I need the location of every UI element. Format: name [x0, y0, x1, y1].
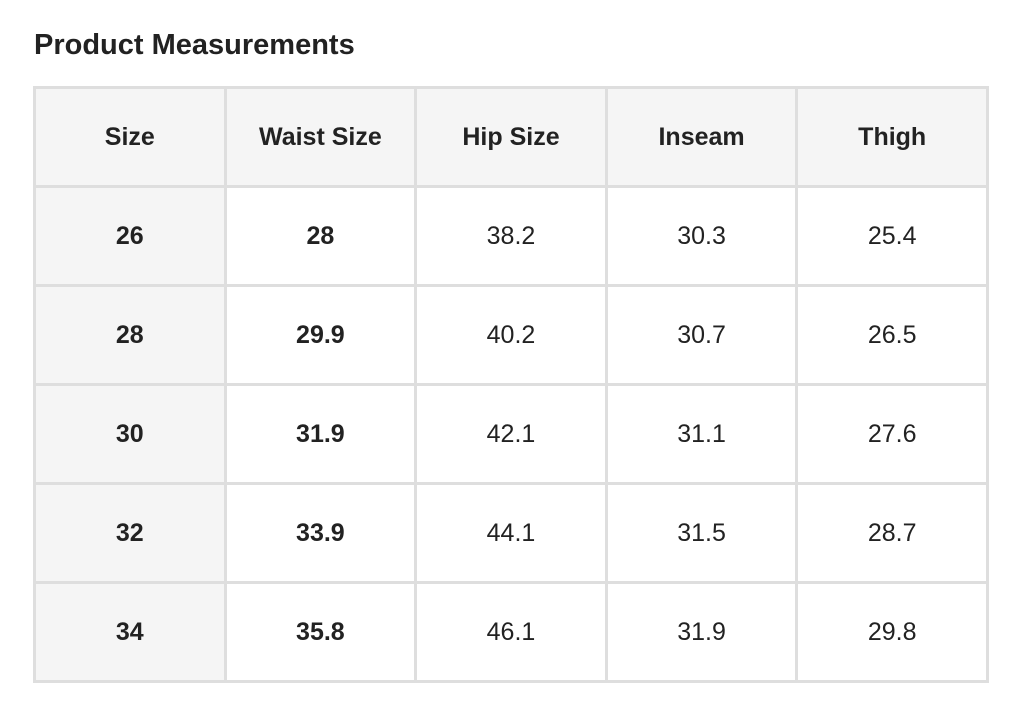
table-cell: 31.9: [604, 581, 799, 683]
table-cell: 25.4: [795, 185, 989, 287]
table-cell: 26: [33, 185, 227, 287]
page-title: Product Measurements: [34, 29, 355, 61]
table-cell: 44.1: [414, 482, 608, 584]
table-row: 32 33.9 44.1 31.5 28.7: [33, 482, 989, 584]
table-row: 28 29.9 40.2 30.7 26.5: [33, 284, 989, 386]
table-body: 26 28 38.2 30.3 25.4 28 29.9 40.2 30.7 26.5 30 31.9…: [33, 185, 989, 683]
table-cell: 30.3: [604, 185, 799, 287]
table-cell: 29.8: [795, 581, 989, 683]
table-cell: 30.7: [604, 284, 799, 386]
column-header: Inseam: [604, 86, 799, 188]
table-cell: 26.5: [795, 284, 989, 386]
table-cell: 35.8: [223, 581, 418, 683]
column-header: Waist Size: [223, 86, 418, 188]
table-row: 30 31.9 42.1 31.1 27.6: [33, 383, 989, 485]
header-row: Size Waist Size Hip Size Inseam Thigh: [33, 86, 989, 188]
table-cell: 30: [33, 383, 227, 485]
table-cell: 28: [33, 284, 227, 386]
table-cell: 34: [33, 581, 227, 683]
table-cell: 32: [33, 482, 227, 584]
column-header: Size: [33, 86, 227, 188]
table-cell: 31.1: [604, 383, 799, 485]
table-cell: 38.2: [414, 185, 608, 287]
table-row: 34 35.8 46.1 31.9 29.8: [33, 581, 989, 683]
table-cell: 42.1: [414, 383, 608, 485]
table-cell: 33.9: [223, 482, 418, 584]
table-cell: 40.2: [414, 284, 608, 386]
measurements-table: Size Waist Size Hip Size Inseam Thigh 26 28 38…: [33, 86, 989, 683]
table-cell: 29.9: [223, 284, 418, 386]
table-cell: 28: [223, 185, 418, 287]
table-cell: 31.5: [604, 482, 799, 584]
table-cell: 31.9: [223, 383, 418, 485]
table-cell: 28.7: [795, 482, 989, 584]
table-head: Size Waist Size Hip Size Inseam Thigh: [33, 86, 989, 188]
column-header: Hip Size: [414, 86, 608, 188]
table-cell: 27.6: [795, 383, 989, 485]
table-cell: 46.1: [414, 581, 608, 683]
table-row: 26 28 38.2 30.3 25.4: [33, 185, 989, 287]
column-header: Thigh: [795, 86, 989, 188]
